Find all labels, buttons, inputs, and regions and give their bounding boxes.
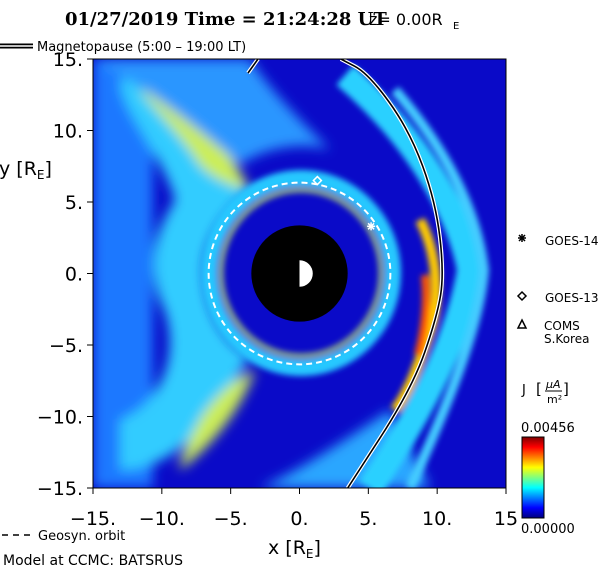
y-axis: 15. 10. 5. 0. −5. −10. −15.	[37, 49, 93, 500]
title-z-subscript: E	[453, 21, 459, 31]
goes14-legend-label: GOES-14	[545, 234, 599, 248]
satellite-marker-goes-14	[367, 222, 376, 231]
ring-current-inner	[218, 187, 384, 359]
y-axis-label-end: ]	[45, 158, 52, 180]
colorbar-bracket-open: [	[536, 380, 542, 398]
title-z: z= 0.00R	[369, 10, 443, 29]
x-axis-label-sub: E	[306, 547, 314, 561]
magnetopause-legend-label: Magnetopause (5:00 – 19:00 LT)	[37, 40, 246, 55]
coms-legend-icon	[516, 318, 528, 329]
satellite-markers	[312, 175, 376, 231]
density-region-north	[140, 90, 250, 190]
colorbar-max-label: 0.00456	[521, 421, 575, 436]
density-region-south	[180, 370, 255, 470]
y-tick-label: 10.	[53, 121, 83, 143]
magnetopause-fragment-core	[247, 59, 259, 74]
x-tick-label: 15	[494, 508, 518, 530]
title-main: 01/27/2019 Time = 21:24:28 UT	[65, 9, 387, 30]
earth-nightside-half	[285, 259, 300, 288]
y-tick-label: 0.	[65, 264, 83, 286]
density-region-dayside-north	[93, 59, 330, 165]
x-tick-label: −15.	[70, 508, 116, 530]
x-tick-label: 5.	[359, 508, 377, 530]
x-tick-label: 10.	[422, 508, 452, 530]
model-credit: Model at CCMC: BATSRUS	[3, 553, 183, 569]
x-tick-label: −10.	[139, 508, 185, 530]
satellite-legend: GOES-14 GOES-13 COMS S.Korea	[516, 234, 599, 346]
magnetopause-current-red	[414, 274, 431, 357]
plot-area	[93, 59, 506, 488]
y-tick-label: −10.	[37, 407, 83, 429]
colorbar-min-label: 0.00000	[521, 522, 575, 537]
colorbar-unit-numerator: μA	[545, 378, 561, 391]
x-tick-label: −5.	[214, 508, 248, 530]
goes13-legend-icon	[516, 290, 528, 302]
y-axis-label: y [RE]	[0, 158, 52, 182]
coms-legend-label-line2: S.Korea	[544, 332, 589, 346]
x-axis-label-text: x [R	[268, 537, 306, 559]
goes14-legend-icon	[518, 234, 526, 242]
y-tick-label: 15.	[53, 49, 83, 71]
chart-title: 01/27/2019 Time = 21:24:28 UT z= 0.00R E	[65, 9, 459, 31]
colorbar-label: J	[521, 383, 526, 398]
x-axis-label-end: ]	[314, 537, 321, 559]
goes13-legend-label: GOES-13	[545, 291, 599, 305]
x-tick-label: 0.	[290, 508, 308, 530]
x-axis: −15. −10. −5. 0. 5. 10. 15	[70, 488, 518, 530]
x-axis-label: x [RE]	[268, 537, 321, 561]
magnetopause-line-core	[340, 59, 443, 488]
satellite-marker-goes-13	[312, 175, 323, 186]
coms-legend-label-line1: COMS	[544, 319, 580, 333]
current-density-field	[93, 59, 430, 488]
y-tick-label: −5.	[49, 335, 83, 357]
bow-shock-current	[336, 65, 484, 488]
outer-shock-current	[391, 86, 490, 488]
colorbar-unit-denominator: m²	[547, 393, 562, 406]
geosynchronous-orbit	[207, 181, 392, 366]
y-axis-label-text: y [R	[0, 158, 37, 180]
y-axis-label-sub: E	[37, 168, 45, 182]
colorbar	[521, 436, 545, 519]
y-tick-label: 5.	[65, 192, 83, 214]
geosync-legend-label: Geosyn. orbit	[38, 529, 125, 544]
colorbar-bracket-close: ]	[563, 380, 569, 398]
y-tick-label: −15.	[37, 478, 83, 500]
